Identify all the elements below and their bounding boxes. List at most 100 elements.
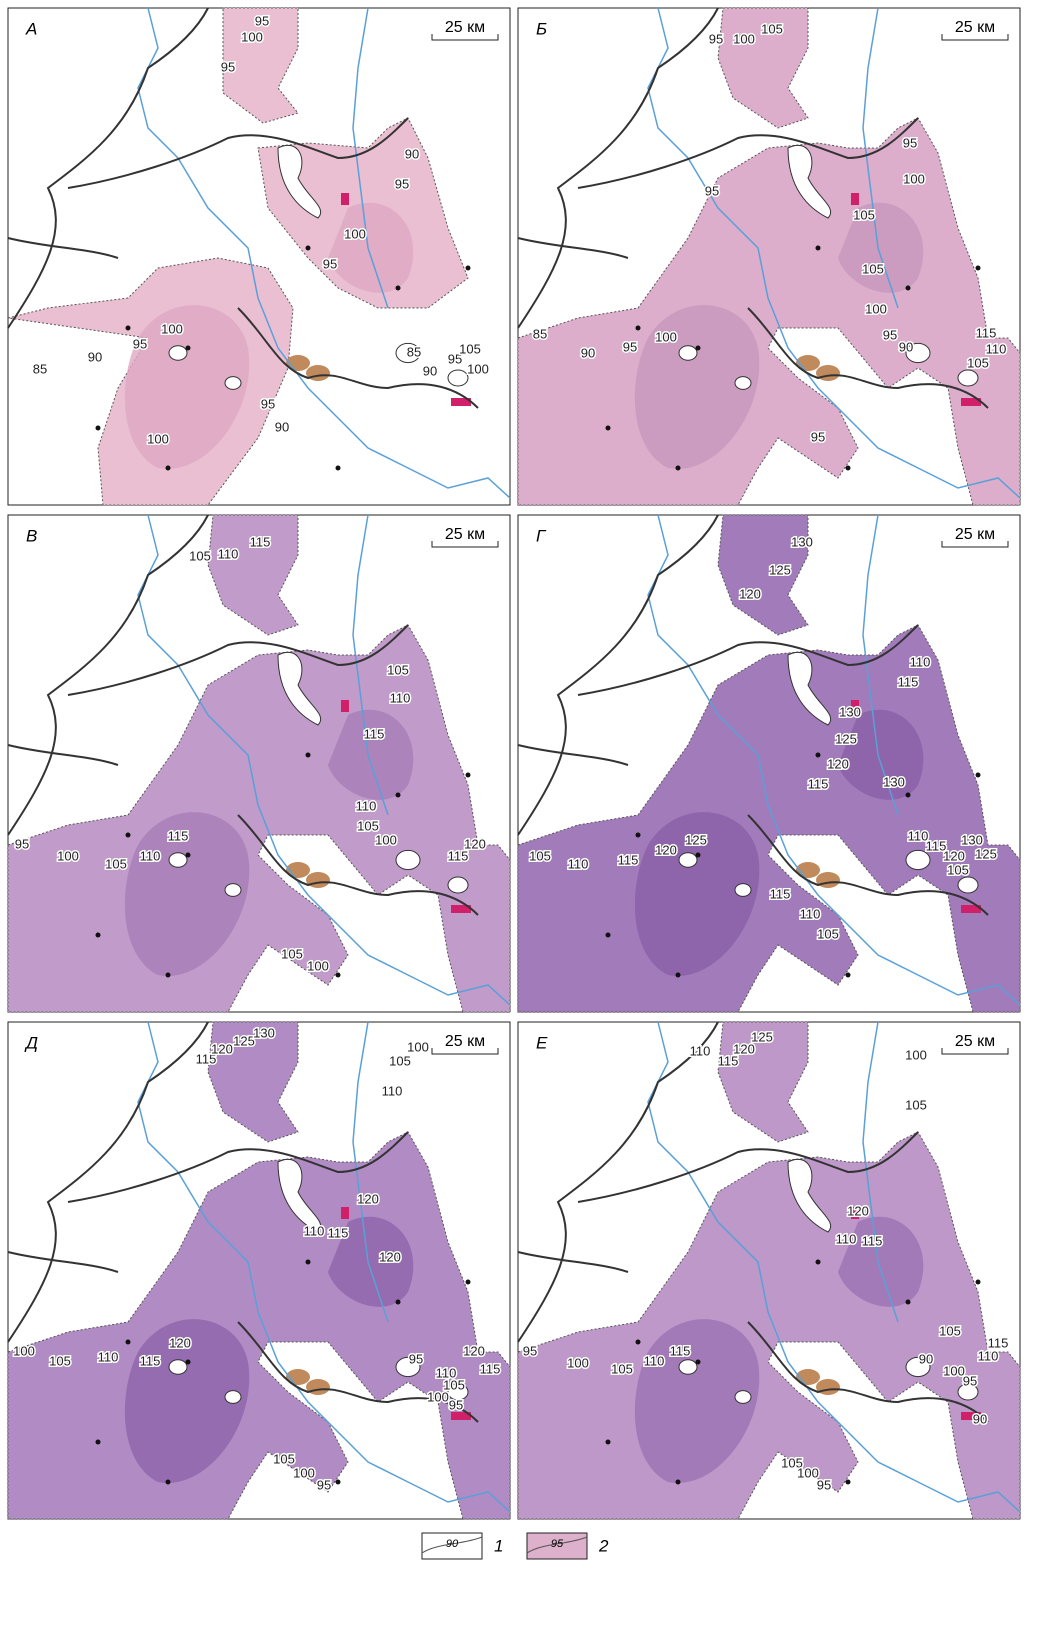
contour-label: 125: [233, 1033, 255, 1048]
contour-label: 110: [140, 848, 161, 863]
contour-label: 110: [98, 1349, 119, 1364]
scale-label: 25 км: [955, 19, 995, 36]
contour-label: 115: [898, 674, 919, 689]
station-dot: [975, 265, 981, 271]
station-dot: [675, 1479, 681, 1485]
contour-label: 90: [919, 1351, 933, 1366]
contour-label: 115: [328, 1225, 349, 1240]
station-dot: [845, 465, 851, 471]
station-dot: [815, 752, 821, 758]
contour-label: 115: [670, 1343, 691, 1358]
contour-label: 105: [611, 1361, 633, 1376]
scale-label: 25 км: [445, 19, 485, 36]
hole: [734, 376, 752, 390]
border: [7, 7, 479, 409]
station-dot: [335, 972, 341, 978]
station-dot: [165, 1479, 171, 1485]
scale-bar: [941, 1048, 1009, 1055]
contour-label: 105: [49, 1353, 71, 1368]
station-dot: [335, 1479, 341, 1485]
contour-label: 90: [581, 345, 595, 360]
hole: [168, 345, 188, 361]
shaded-area: [7, 7, 469, 506]
contour-label: 100: [57, 848, 79, 863]
contour-label: 130: [253, 1025, 275, 1040]
hole: [277, 144, 321, 219]
station-dot: [605, 425, 611, 431]
shaded-core: [124, 709, 414, 976]
contour-label: 105: [967, 355, 989, 370]
contour-label: 95: [221, 59, 235, 74]
river: [137, 7, 511, 499]
station-dot: [465, 772, 471, 778]
lake: [306, 365, 330, 381]
contour-label: 110: [910, 654, 931, 669]
station-dot: [165, 465, 171, 471]
hole: [277, 1158, 321, 1233]
contour-label: 100: [407, 1039, 429, 1054]
contour-label: 95: [133, 336, 147, 351]
city-marker: [961, 398, 981, 406]
city-marker: [851, 1207, 859, 1219]
contour-label: 110: [356, 798, 377, 813]
contour-label: 95: [409, 1351, 423, 1366]
hole: [957, 369, 979, 387]
panel-label: А: [25, 19, 37, 38]
contour-label: 110: [218, 546, 239, 561]
hole: [957, 1383, 979, 1401]
border: [7, 514, 479, 916]
city-marker: [341, 700, 349, 712]
contour-label: 100: [567, 1355, 589, 1370]
contour-label: 130: [791, 534, 813, 549]
contour-label: 95: [817, 1477, 831, 1492]
contour-label: 110: [978, 1348, 999, 1363]
river: [647, 514, 1021, 1006]
legend-label: 2: [598, 1536, 609, 1555]
contour-label: 100: [943, 1363, 965, 1378]
hole: [224, 883, 242, 897]
hole: [678, 345, 698, 361]
station-dot: [185, 345, 191, 351]
contour-label: 100: [655, 329, 677, 344]
contour-label: 120: [847, 1203, 869, 1218]
city-marker: [961, 1412, 981, 1420]
station-dot: [95, 425, 101, 431]
contour-label: 130: [961, 832, 983, 847]
hole: [395, 1356, 421, 1378]
contour-label: 120: [827, 756, 849, 771]
city-marker: [451, 905, 471, 913]
contour-label: 115: [168, 828, 189, 843]
panel-label: В: [26, 526, 37, 545]
station-dot: [95, 932, 101, 938]
scale-bar: [941, 541, 1009, 548]
contour-label: 130: [839, 704, 861, 719]
station-dot: [675, 465, 681, 471]
panel-label: Е: [536, 1033, 548, 1052]
contour-label: 90: [899, 339, 913, 354]
shaded-core: [634, 709, 924, 976]
contour-label: 120: [211, 1041, 233, 1056]
panel-label: Б: [536, 19, 547, 38]
station-dot: [125, 832, 131, 838]
panel-label: Д: [24, 1033, 38, 1052]
station-dot: [635, 325, 641, 331]
map-panel: А 25 км1009595909510095100959085859095105…: [7, 7, 511, 506]
contour-label: 100: [905, 1047, 927, 1062]
contour-label: 100: [241, 29, 263, 44]
contour-label: 105: [761, 21, 783, 36]
legend-label: 1: [494, 1536, 503, 1555]
hole: [787, 144, 831, 219]
contour-label: 85: [533, 326, 547, 341]
border: [517, 7, 989, 409]
city-marker: [341, 193, 349, 205]
hole: [678, 852, 698, 868]
scale-label: 25 км: [955, 526, 995, 543]
legend-sample: 90: [446, 1538, 459, 1550]
legend-box: [526, 1532, 588, 1560]
station-dot: [605, 1439, 611, 1445]
station-dot: [605, 932, 611, 938]
hole: [678, 1359, 698, 1375]
contour-label: 105: [529, 848, 551, 863]
